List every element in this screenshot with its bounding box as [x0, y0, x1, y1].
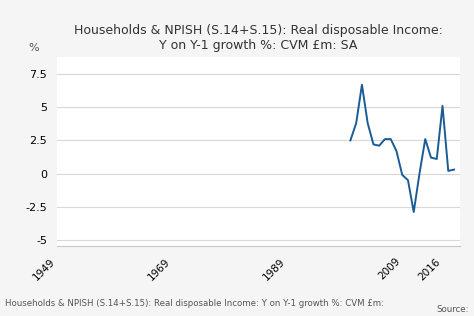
Text: Source:: Source:	[437, 306, 469, 314]
Text: %: %	[28, 43, 39, 53]
Title: Households & NPISH (S.14+S.15): Real disposable Income:
Y on Y-1 growth %: CVM £: Households & NPISH (S.14+S.15): Real dis…	[74, 24, 443, 52]
Text: Households & NPISH (S.14+S.15): Real disposable Income: Y on Y-1 growth %: CVM £: Households & NPISH (S.14+S.15): Real dis…	[5, 299, 384, 308]
